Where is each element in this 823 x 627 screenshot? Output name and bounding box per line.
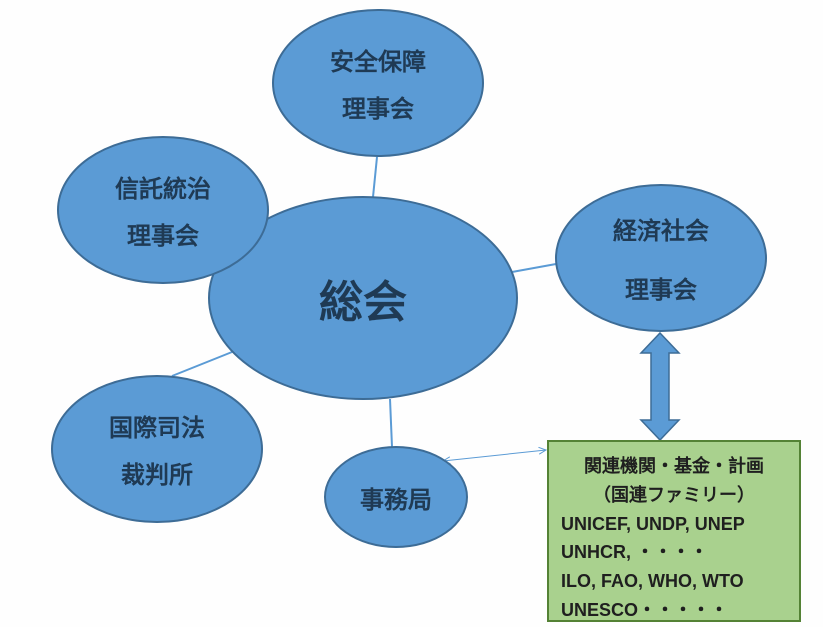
node-label: 国際司法 bbox=[109, 408, 205, 443]
infobox-line-4: UNESCO・・・・・ bbox=[561, 596, 787, 625]
infobox-line-3: ILO, FAO, WHO, WTO bbox=[561, 567, 787, 596]
thick-double-arrow bbox=[641, 333, 679, 440]
connector-line bbox=[373, 157, 377, 197]
node-label: 信託統治 bbox=[115, 169, 211, 204]
node-label: 理事会 bbox=[625, 270, 697, 305]
icj-node: 国際司法裁判所 bbox=[51, 375, 263, 523]
secretariat-node: 事務局 bbox=[324, 446, 468, 548]
node-label: 安全保障 bbox=[330, 42, 426, 77]
infobox-line-1: UNICEF, UNDP, UNEP bbox=[561, 510, 787, 539]
trusteeship-council-node: 信託統治理事会 bbox=[57, 136, 269, 284]
node-label: 裁判所 bbox=[121, 455, 193, 490]
connector-line bbox=[390, 399, 392, 447]
node-label: 事務局 bbox=[360, 480, 432, 515]
economic-social-council-node: 経済社会理事会 bbox=[555, 184, 767, 332]
infobox-line-2: UNHCR, ・・・・ bbox=[561, 538, 787, 567]
related-organs-box: 関連機関・基金・計画 （国連ファミリー） UNICEF, UNDP, UNEP … bbox=[547, 440, 801, 622]
node-label: 理事会 bbox=[342, 89, 414, 124]
security-council-node: 安全保障理事会 bbox=[272, 9, 484, 157]
node-label: 理事会 bbox=[127, 216, 199, 251]
infobox-title-1: 関連機関・基金・計画 bbox=[561, 452, 787, 481]
node-label: 総会 bbox=[319, 266, 407, 330]
thin-double-arrow bbox=[443, 450, 546, 461]
node-label: 経済社会 bbox=[613, 211, 709, 246]
connector-line bbox=[172, 352, 232, 376]
infobox-title-2: （国連ファミリー） bbox=[561, 481, 787, 510]
connector-line bbox=[512, 264, 556, 272]
